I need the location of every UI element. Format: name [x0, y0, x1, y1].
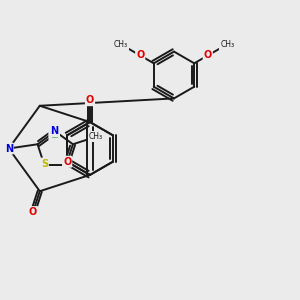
- Text: N: N: [50, 126, 58, 136]
- Text: N: N: [5, 143, 13, 154]
- Text: O: O: [29, 207, 37, 217]
- Text: O: O: [204, 50, 212, 61]
- Text: CH₃: CH₃: [113, 40, 128, 49]
- Text: O: O: [136, 50, 144, 61]
- Text: S: S: [41, 158, 48, 169]
- Text: O: O: [86, 95, 94, 105]
- Text: CH₃: CH₃: [220, 40, 235, 49]
- Text: O: O: [63, 157, 71, 167]
- Text: CH₃: CH₃: [89, 132, 103, 141]
- Text: Cl: Cl: [50, 131, 59, 140]
